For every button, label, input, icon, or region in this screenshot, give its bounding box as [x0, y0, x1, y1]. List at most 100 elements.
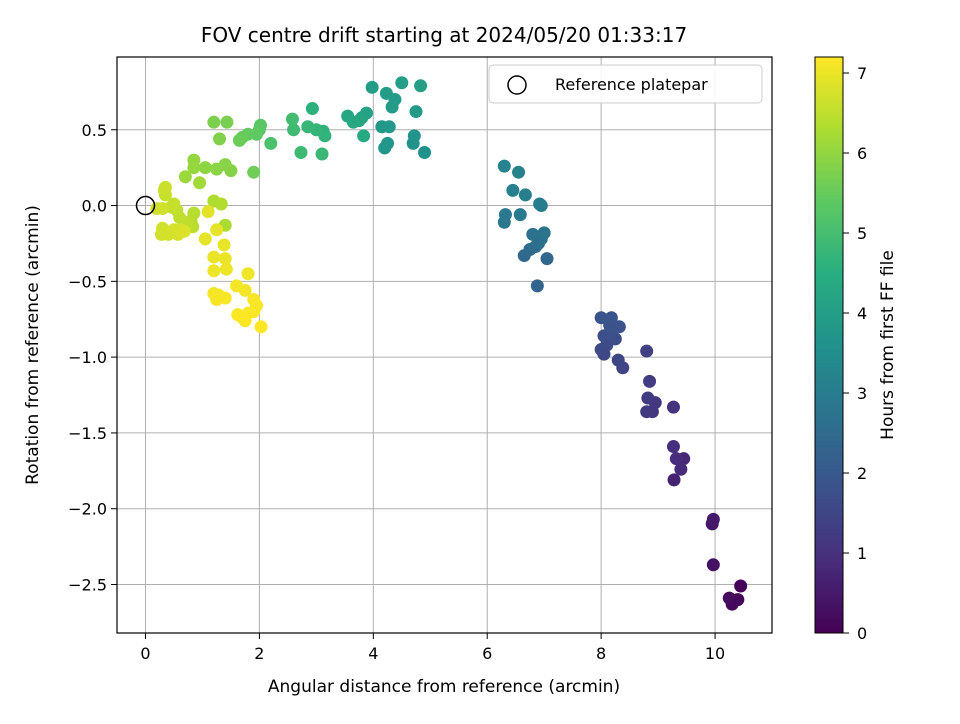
data-point [379, 86, 393, 100]
x-tick-label: 2 [254, 644, 264, 663]
data-point [512, 165, 526, 179]
data-point [357, 129, 371, 143]
data-point [407, 129, 421, 143]
data-point [198, 232, 212, 246]
data-point [193, 176, 207, 190]
data-point [207, 115, 221, 129]
data-point [669, 452, 683, 466]
y-tick-label: −1.5 [68, 424, 107, 443]
data-point [611, 353, 625, 367]
data-point [346, 115, 360, 129]
data-point [210, 293, 224, 307]
y-tick-label: −2.0 [68, 500, 107, 519]
y-tick-label: −1.0 [68, 348, 107, 367]
data-point [537, 226, 551, 240]
legend-label: Reference platepar [555, 75, 708, 94]
data-point [238, 283, 252, 297]
data-point [219, 262, 233, 276]
colorbar-label: Hours from first FF file [878, 250, 898, 440]
data-point [674, 462, 688, 476]
data-point [667, 473, 681, 487]
data-point [177, 224, 191, 238]
colorbar-tick-label: 6 [857, 144, 867, 163]
data-point [214, 197, 228, 211]
colorbar-tick-label: 5 [857, 224, 867, 243]
colorbar-tick-label: 3 [857, 384, 867, 403]
data-point [604, 311, 618, 325]
data-point [264, 136, 278, 150]
data-point [518, 188, 532, 202]
data-point [156, 202, 170, 216]
colorbar-tick-label: 7 [857, 64, 867, 83]
data-point [612, 320, 626, 334]
x-tick-label: 0 [140, 644, 150, 663]
data-point [365, 80, 379, 94]
data-point [167, 197, 181, 211]
data-point [315, 147, 329, 161]
data-point [247, 165, 261, 179]
x-axis-ticks: 0 2 4 6 8 10 [140, 633, 725, 663]
colorbar-ticks: 0 1 2 3 4 5 6 7 [843, 64, 867, 643]
data-point [187, 161, 201, 175]
data-point [530, 279, 544, 293]
data-point [641, 391, 655, 405]
data-point [526, 227, 540, 241]
data-point [640, 344, 654, 358]
data-point [220, 115, 234, 129]
x-tick-label: 6 [482, 644, 492, 663]
data-point [734, 579, 748, 593]
data-point [706, 558, 720, 572]
legend-box [488, 64, 763, 104]
data-point [666, 400, 680, 414]
colorbar: 0 1 2 3 4 5 6 7 Hours from first FF file [814, 56, 898, 643]
data-point [207, 250, 221, 264]
data-point [540, 252, 554, 266]
x-tick-label: 10 [705, 644, 725, 663]
colorbar-tick-label: 0 [857, 624, 867, 643]
data-point [409, 105, 423, 119]
data-point [640, 405, 654, 419]
data-point [301, 120, 315, 134]
data-point [210, 223, 224, 237]
y-tick-label: 0.0 [82, 197, 107, 216]
data-point [213, 132, 227, 146]
data-point [198, 161, 212, 175]
chart-title: FOV centre drift starting at 2024/05/20 … [201, 23, 687, 47]
data-point [381, 136, 395, 150]
colorbar-gradient [814, 56, 844, 634]
data-point [414, 79, 428, 93]
reference-platepar-marker [135, 195, 156, 216]
data-point [254, 320, 268, 334]
legend: Reference platepar [488, 64, 763, 104]
data-point [287, 123, 301, 137]
data-point [594, 311, 608, 325]
colorbar-tick-label: 4 [857, 304, 867, 323]
data-point [305, 102, 319, 116]
data-points [150, 76, 748, 611]
data-point [158, 180, 172, 194]
y-tick-label: −2.5 [68, 575, 107, 594]
data-point [178, 170, 192, 184]
data-point [643, 374, 657, 388]
data-point [241, 267, 255, 281]
data-point [294, 145, 308, 159]
data-point [418, 145, 432, 159]
data-point [395, 76, 409, 90]
colorbar-tick-label: 2 [857, 464, 867, 483]
data-point [722, 591, 736, 605]
y-axis-label: Rotation from reference (arcmin) [23, 205, 43, 485]
y-tick-label: −0.5 [68, 272, 107, 291]
colorbar-tick-label: 1 [857, 544, 867, 563]
data-point [666, 440, 680, 454]
data-point [533, 197, 547, 211]
data-point [513, 208, 527, 222]
x-tick-label: 4 [368, 644, 378, 663]
data-point [201, 205, 215, 219]
y-tick-label: 0.5 [82, 121, 107, 140]
data-point [207, 264, 221, 278]
data-point [217, 238, 231, 252]
data-point [238, 314, 252, 328]
data-point [497, 159, 511, 173]
legend-marker [507, 75, 527, 95]
data-point [210, 162, 224, 176]
